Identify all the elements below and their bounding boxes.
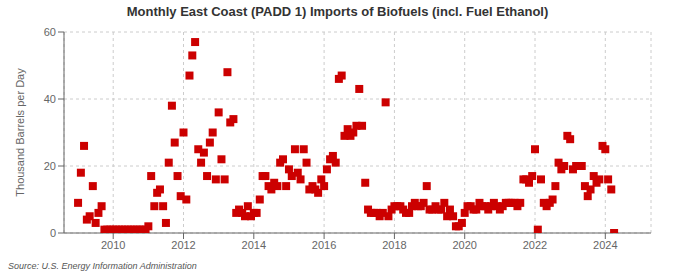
svg-text:60: 60 — [44, 26, 56, 38]
svg-text:Thousand Barrels per Day: Thousand Barrels per Day — [14, 68, 26, 197]
svg-text:2022: 2022 — [523, 239, 547, 251]
svg-text:2018: 2018 — [382, 239, 406, 251]
svg-text:40: 40 — [44, 93, 56, 105]
svg-text:2012: 2012 — [171, 239, 195, 251]
svg-text:2010: 2010 — [101, 239, 125, 251]
svg-text:20: 20 — [44, 160, 56, 172]
html-text:Monthly East Coast (PADD 1) Im: Monthly East Coast (PADD 1) Imports of B… — [126, 4, 549, 19]
svg-text:2024: 2024 — [593, 239, 617, 251]
html-text:Source: U.S. Energy Informatio: Source: U.S. Energy Information Administ… — [8, 261, 197, 271]
svg-text:0: 0 — [50, 227, 56, 239]
svg-text:2014: 2014 — [242, 239, 266, 251]
svg-text:2016: 2016 — [312, 239, 336, 251]
svg-text:2020: 2020 — [452, 239, 476, 251]
